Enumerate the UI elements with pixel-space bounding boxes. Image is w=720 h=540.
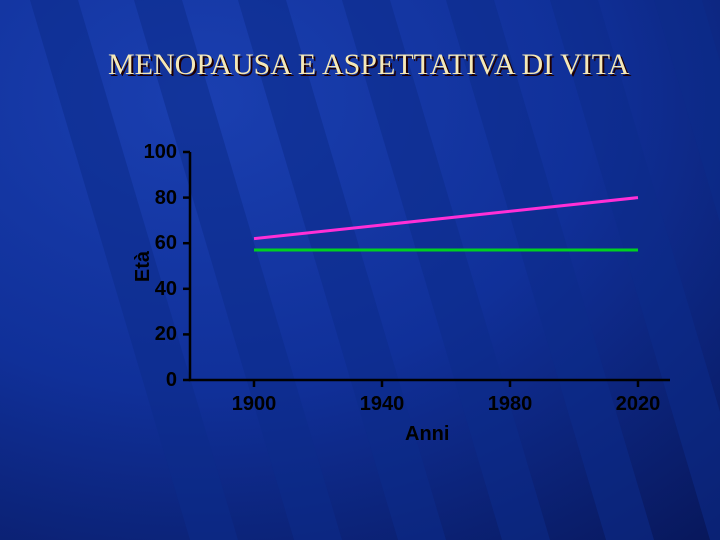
series-aspettativa-di-vita (254, 198, 638, 239)
y-tick-label: 80 (155, 187, 177, 210)
chart: Età Anni 0 20 40 60 80 100 1900 1940 1980 2020 (120, 142, 680, 450)
x-tick-label: 1940 (357, 393, 407, 416)
x-tick-label: 1900 (229, 393, 279, 416)
y-tick-label: 0 (166, 369, 177, 392)
y-axis-label: Età (132, 251, 155, 282)
slide: MENOPAUSA E ASPETTATIVA DI VITA Età Anni… (0, 0, 720, 540)
y-tick-label: 100 (144, 141, 177, 164)
y-tick-label: 40 (155, 278, 177, 301)
x-tick-label: 1980 (485, 393, 535, 416)
x-axis-label: Anni (405, 423, 449, 446)
y-tick-label: 20 (155, 323, 177, 346)
slide-title: MENOPAUSA E ASPETTATIVA DI VITA (108, 48, 629, 82)
y-tick-label: 60 (155, 232, 177, 255)
x-tick-label: 2020 (613, 393, 663, 416)
